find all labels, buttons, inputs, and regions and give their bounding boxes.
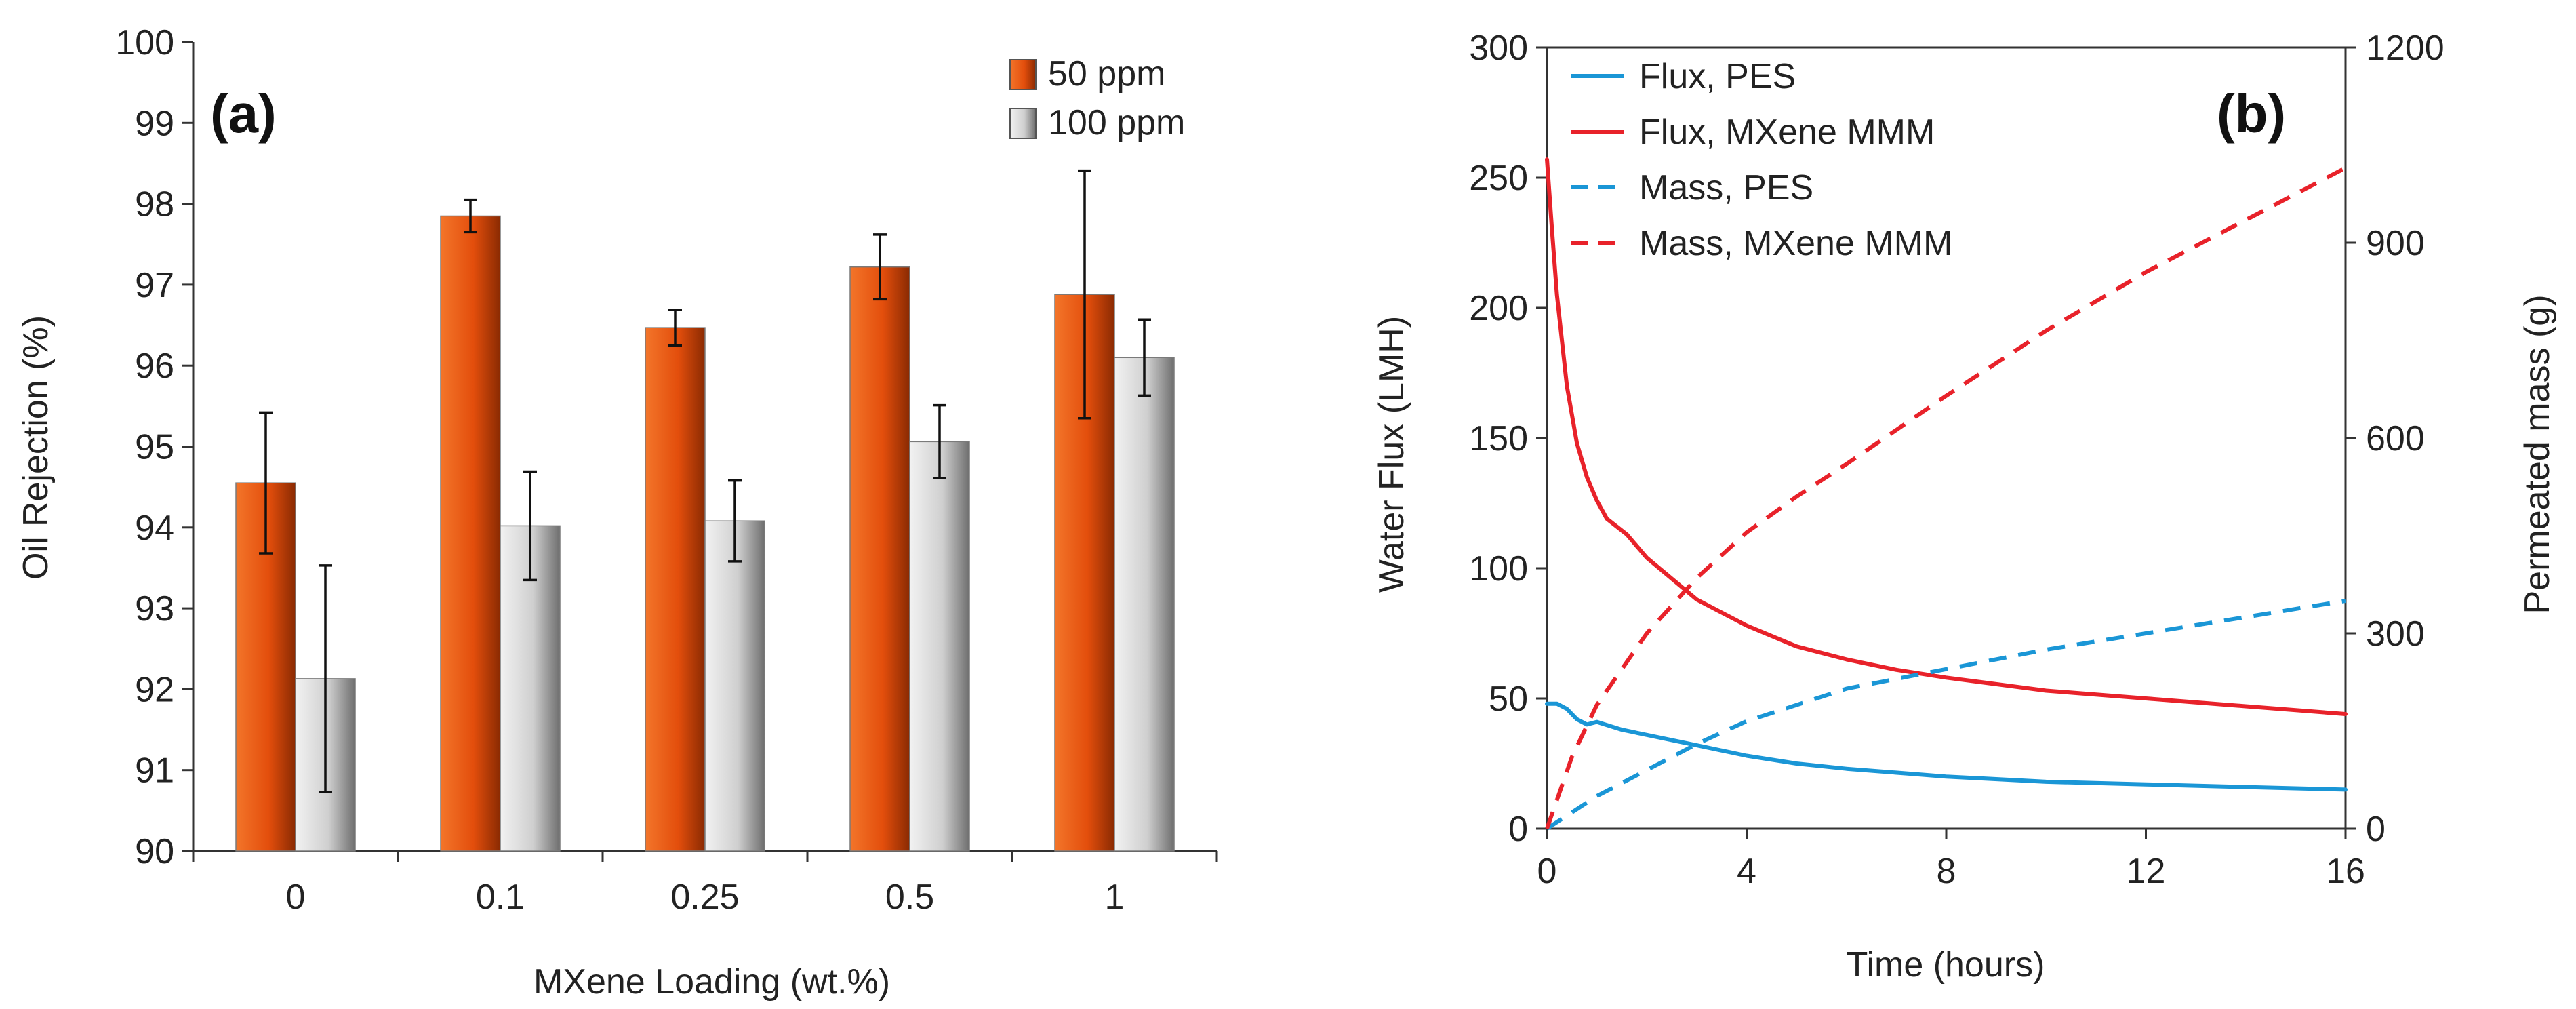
left-y-tick-label: 200 — [1469, 289, 1528, 328]
bar-chart-x-axis-label: MXene Loading (wt.%) — [534, 962, 890, 1002]
line-chart-x-axis-label: Time (hours) — [1847, 945, 2045, 985]
error-bar — [933, 403, 946, 479]
line-chart-legend: Flux, PES Flux, MXene MMM Mass, PES Mass, M… — [1571, 57, 1952, 263]
line-chart-right-y-axis-label: Permeated mass (g) — [2518, 294, 2557, 614]
panel-label-b: (b) — [2217, 83, 2286, 144]
line-chart-axes — [1546, 46, 2347, 830]
bar-chart-y-tick-label: 92 — [135, 670, 174, 709]
error-bar — [523, 470, 537, 582]
x-tick-label: 0 — [1537, 852, 1557, 891]
bar-chart-y-tick-label: 99 — [135, 104, 174, 143]
bar-chart-y-tick-label: 97 — [135, 266, 174, 305]
bar-chart-x-tick-label: 0 — [286, 877, 306, 917]
series-line-flux-pes — [1545, 701, 2348, 792]
bar-chart-y-tick-label: 93 — [135, 589, 174, 629]
line-chart-x-ticks: 0 4 8 12 16 — [1537, 829, 2365, 891]
bar-50ppm — [440, 215, 501, 852]
bar-chart-y-tick-label: 95 — [135, 428, 174, 467]
legend-swatch-100ppm — [1009, 108, 1037, 139]
left-y-tick-label: 250 — [1469, 159, 1528, 198]
bar-50ppm — [849, 266, 910, 852]
bar-chart-y-tick-label: 90 — [135, 832, 174, 871]
bar-chart-y-ticks: 90 91 92 93 94 95 96 97 98 99 100 — [115, 23, 193, 871]
legend-swatch-50ppm — [1009, 59, 1037, 90]
line-chart-right-y-ticks: 0 300 600 900 1200 — [2346, 28, 2444, 849]
right-y-tick-label: 0 — [2366, 810, 2386, 849]
bar-chart-y-tick-label: 91 — [135, 751, 174, 791]
series-line-mass-pes — [1546, 599, 2346, 831]
left-y-tick-label: 150 — [1469, 419, 1528, 458]
bar-chart-y-tick-label: 100 — [115, 23, 174, 62]
legend-label: Flux, PES — [1639, 57, 1796, 96]
bar-100ppm — [1114, 357, 1175, 852]
error-bar — [259, 411, 273, 555]
oil-rejection-bar-chart: 90 91 92 93 94 95 96 97 98 99 100 0 0.1 0.25 0.5 1 (a)… — [16, 23, 1218, 1002]
error-bar — [728, 479, 742, 563]
line-chart-left-y-ticks: 0 50 100 150 200 250 300 — [1469, 28, 1547, 849]
error-bar — [1078, 169, 1091, 420]
bar-chart-y-tick-label: 94 — [135, 509, 174, 548]
x-tick-label: 16 — [2326, 852, 2365, 891]
bar-chart-y-tick-label: 96 — [135, 347, 174, 386]
line-chart-plot-frame — [1546, 46, 2347, 830]
line-chart-series — [1545, 157, 2348, 831]
legend-label: Flux, MXene MMM — [1639, 113, 1935, 152]
water-flux-line-chart: 0 50 100 150 200 250 300 0 300 600 900 1200 0 4 8 12 1… — [1372, 28, 2557, 985]
bar-chart-error-bars — [259, 169, 1151, 793]
bar-50ppm — [645, 327, 706, 852]
x-tick-label: 8 — [1937, 852, 1956, 891]
x-tick-label: 12 — [2127, 852, 2166, 891]
left-y-tick-label: 100 — [1469, 549, 1528, 589]
bar-chart-bars — [235, 215, 1175, 852]
left-y-tick-label: 50 — [1489, 679, 1528, 719]
panel-label-a: (a) — [210, 83, 277, 144]
right-y-tick-label: 600 — [2366, 419, 2425, 458]
line-chart-left-y-axis-label: Water Flux (LMH) — [1372, 316, 1411, 593]
bar-chart-x-tick-label: 1 — [1105, 877, 1125, 917]
legend-label: Mass, MXene MMM — [1639, 224, 1952, 263]
x-tick-label: 4 — [1737, 852, 1756, 891]
legend-label: 50 ppm — [1048, 54, 1165, 94]
legend-label: Mass, PES — [1639, 168, 1813, 207]
error-bar — [1138, 318, 1151, 397]
bar-chart-x-tick-label: 0.25 — [670, 877, 739, 917]
bar-chart-x-ticks: 0 0.1 0.25 0.5 1 — [192, 851, 1218, 917]
bar-100ppm — [909, 441, 970, 852]
right-y-tick-label: 900 — [2366, 224, 2425, 263]
error-bar — [873, 233, 887, 301]
right-y-tick-label: 1200 — [2366, 28, 2444, 68]
bar-chart-y-tick-label: 98 — [135, 185, 174, 224]
series-line-flux-mxene-mmm — [1545, 157, 2348, 716]
bar-chart-y-axis-label: Oil Rejection (%) — [16, 315, 56, 580]
left-y-tick-label: 0 — [1508, 810, 1528, 849]
error-bar — [319, 564, 332, 793]
bar-chart-x-tick-label: 0.5 — [885, 877, 934, 917]
series-line-mass-mxene-mmm — [1545, 165, 2347, 829]
error-bar — [464, 198, 477, 234]
bar-chart-legend: 50 ppm 100 ppm — [1009, 54, 1185, 142]
bar-chart-x-tick-label: 0.1 — [476, 877, 525, 917]
legend-label: 100 ppm — [1048, 103, 1185, 142]
right-y-tick-label: 300 — [2366, 614, 2425, 654]
bar-100ppm — [704, 520, 765, 852]
left-y-tick-label: 300 — [1469, 28, 1528, 68]
error-bar — [668, 309, 682, 347]
